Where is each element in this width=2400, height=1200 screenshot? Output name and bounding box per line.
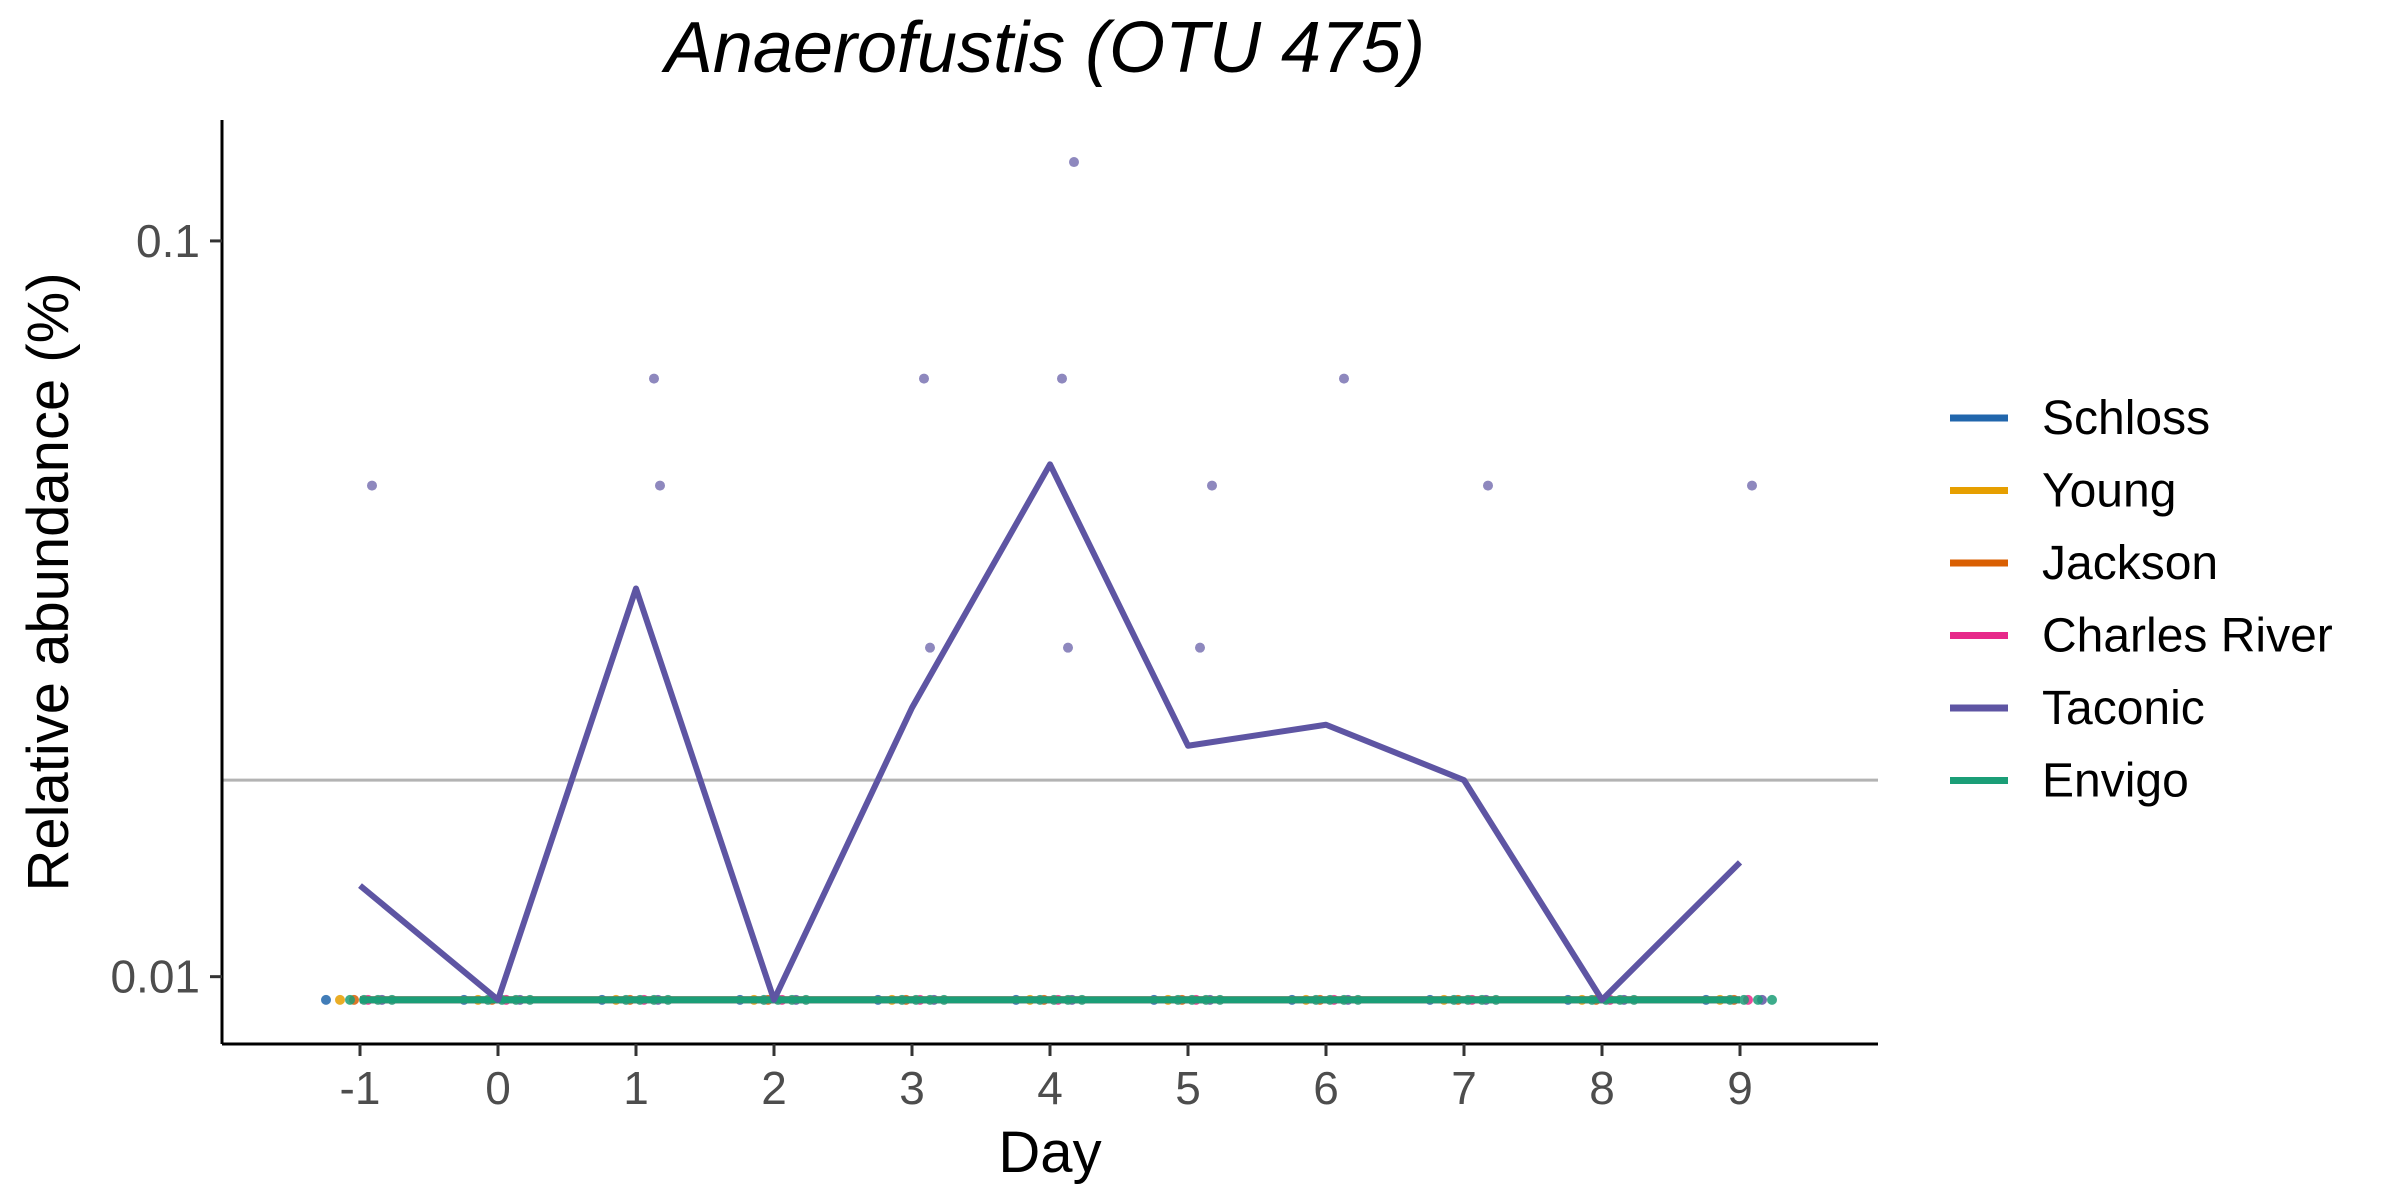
series-line-taconic [358, 461, 1743, 1003]
data-point [1069, 157, 1079, 168]
x-tick-label: 1 [623, 1062, 649, 1114]
data-point [919, 373, 929, 384]
data-point [649, 373, 659, 384]
baseline-point [345, 994, 355, 1005]
chart-title: Anaerofustis (OTU 475) [661, 8, 1425, 88]
x-tick-label: 5 [1175, 1062, 1201, 1114]
x-tick-label: 7 [1451, 1062, 1477, 1114]
legend-label: Schloss [2042, 392, 2210, 445]
baseline-point [1753, 994, 1763, 1005]
data-point [655, 480, 665, 491]
y-axis-title: Relative abundance (%) [16, 272, 81, 891]
x-tick-label: 4 [1037, 1062, 1063, 1114]
x-tick-label: 9 [1727, 1062, 1753, 1114]
baseline-point [321, 994, 331, 1005]
data-point [925, 642, 935, 653]
x-tick-label: 3 [899, 1062, 925, 1114]
legend-label: Taconic [2042, 682, 2205, 735]
x-tick-label: 2 [761, 1062, 787, 1114]
data-point [1195, 642, 1205, 653]
legend-label: Charles River [2042, 610, 2333, 663]
data-point [1063, 642, 1073, 653]
x-tick-label: 0 [485, 1062, 511, 1114]
data-point [1483, 480, 1493, 491]
baseline-point [335, 994, 345, 1005]
y-tick-label: 0.1 [136, 215, 200, 267]
x-tick-label: 8 [1589, 1062, 1615, 1114]
legend: Schloss Young Jackson Charles River Taconic E… [1950, 392, 2333, 808]
data-point [1339, 373, 1349, 384]
x-axis-title: Day [998, 1120, 1101, 1185]
legend-label: Young [2042, 465, 2176, 518]
legend-label: Jackson [2042, 537, 2218, 590]
legend-label: Envigo [2042, 755, 2189, 808]
data-point [367, 480, 377, 491]
baseline-point [1739, 994, 1749, 1005]
data-point [1057, 373, 1067, 384]
data-point [1747, 480, 1757, 491]
data-point [1207, 480, 1217, 491]
x-tick-label: 6 [1313, 1062, 1339, 1114]
y-tick-label: 0.01 [110, 951, 200, 1003]
baseline-point [1767, 994, 1777, 1005]
x-tick-label: -1 [340, 1062, 381, 1114]
